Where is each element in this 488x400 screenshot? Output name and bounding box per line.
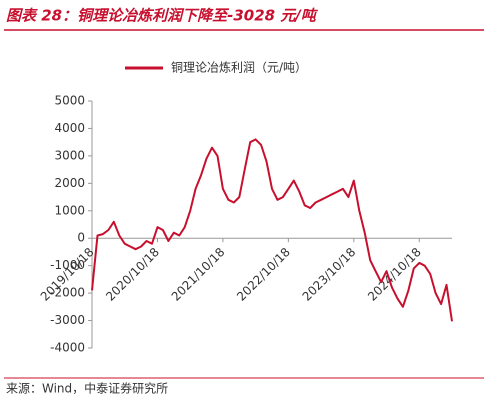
y-tick-label: 2000 xyxy=(54,176,85,190)
y-tick-label: 5000 xyxy=(54,94,85,108)
x-tick-label: 2022/10/18 xyxy=(234,245,293,304)
y-tick-label: 0 xyxy=(77,231,85,245)
line xyxy=(91,138,453,322)
x-tick-label: 2020/10/18 xyxy=(103,245,162,304)
x-tick-label: 2023/10/18 xyxy=(300,245,359,304)
source: 来源：Wind，中泰证券研究所 xyxy=(6,381,168,396)
y-tick-label: -1000 xyxy=(50,258,85,272)
chart-title: 图表 28：铜理论冶炼利润下降至-3028 元/吨 xyxy=(6,7,319,25)
y-tick-label: -2000 xyxy=(50,286,85,300)
x-tick-label: 2024/10/18 xyxy=(365,245,424,304)
y-tick-label: -3000 xyxy=(50,313,85,327)
y-tick-label: 4000 xyxy=(54,121,85,135)
y-tick-label: 1000 xyxy=(54,203,85,217)
y-tick-label: 3000 xyxy=(54,148,85,162)
x-tick-label: 2021/10/18 xyxy=(169,245,228,304)
y-tick-label: -4000 xyxy=(50,341,85,355)
legend-label: 铜理论冶炼利润（元/吨） xyxy=(171,60,307,75)
